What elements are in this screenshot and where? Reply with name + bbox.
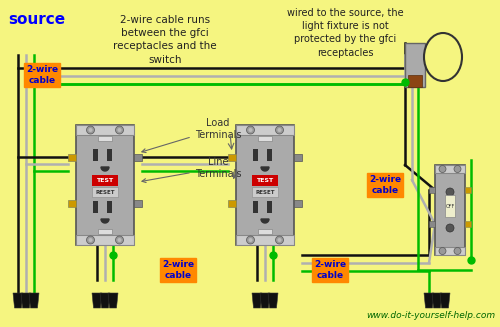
Bar: [92, 175, 118, 186]
Circle shape: [118, 128, 122, 132]
Circle shape: [276, 236, 283, 244]
Bar: [76, 125, 134, 245]
Bar: [98, 136, 112, 141]
Polygon shape: [268, 293, 278, 308]
Bar: [106, 149, 112, 161]
Bar: [258, 136, 272, 141]
Polygon shape: [252, 293, 262, 308]
Bar: [258, 229, 272, 234]
Bar: [429, 221, 435, 227]
Text: 2-wire
cable: 2-wire cable: [162, 260, 194, 280]
Text: 2-wire
cable: 2-wire cable: [26, 65, 58, 85]
Text: Load
Terminals: Load Terminals: [142, 118, 241, 153]
Text: 2-wire
cable: 2-wire cable: [314, 260, 346, 280]
Bar: [445, 195, 455, 217]
Circle shape: [439, 165, 446, 173]
Polygon shape: [21, 293, 31, 308]
Circle shape: [86, 126, 94, 134]
Circle shape: [116, 236, 124, 244]
Polygon shape: [29, 293, 39, 308]
Bar: [236, 125, 294, 245]
Bar: [252, 149, 258, 161]
Bar: [92, 187, 118, 197]
Text: RESET: RESET: [95, 190, 115, 195]
Bar: [435, 165, 465, 255]
Polygon shape: [100, 293, 110, 308]
Bar: [405, 43, 425, 87]
Circle shape: [246, 236, 254, 244]
Bar: [236, 125, 294, 135]
Circle shape: [278, 238, 281, 242]
Circle shape: [446, 188, 454, 196]
Bar: [106, 201, 112, 213]
Bar: [76, 125, 134, 135]
Circle shape: [116, 126, 124, 134]
Bar: [68, 153, 76, 161]
Bar: [236, 235, 294, 245]
Circle shape: [454, 165, 461, 173]
Text: source: source: [8, 12, 65, 27]
Polygon shape: [261, 167, 269, 171]
Bar: [429, 187, 435, 193]
Bar: [266, 149, 272, 161]
Circle shape: [278, 128, 281, 132]
Bar: [228, 199, 236, 206]
Bar: [465, 221, 471, 227]
Text: OFF: OFF: [446, 203, 454, 209]
Polygon shape: [92, 293, 102, 308]
Bar: [68, 199, 76, 206]
Polygon shape: [440, 293, 450, 308]
Circle shape: [439, 248, 446, 254]
Bar: [465, 187, 471, 193]
Bar: [98, 229, 112, 234]
Circle shape: [246, 126, 254, 134]
Bar: [408, 75, 422, 87]
Text: 2-wire
cable: 2-wire cable: [369, 175, 401, 195]
Bar: [252, 201, 258, 213]
Text: TEST: TEST: [256, 178, 274, 183]
Polygon shape: [260, 293, 270, 308]
Bar: [134, 153, 142, 161]
Text: Line
Terminals: Line Terminals: [142, 157, 241, 182]
Circle shape: [86, 236, 94, 244]
Text: www.do-it-yourself-help.com: www.do-it-yourself-help.com: [366, 311, 495, 320]
Polygon shape: [101, 167, 109, 171]
Bar: [76, 235, 134, 245]
Circle shape: [446, 224, 454, 232]
Polygon shape: [108, 293, 118, 308]
Text: TEST: TEST: [96, 178, 114, 183]
Bar: [435, 247, 465, 255]
Circle shape: [118, 238, 122, 242]
Text: RESET: RESET: [256, 190, 275, 195]
Bar: [294, 153, 302, 161]
Text: 2-wire cable runs
between the gfci
receptacles and the
switch: 2-wire cable runs between the gfci recep…: [113, 15, 217, 65]
Bar: [92, 149, 98, 161]
Circle shape: [454, 248, 461, 254]
Bar: [134, 199, 142, 206]
Bar: [294, 199, 302, 206]
Bar: [435, 165, 465, 173]
Polygon shape: [101, 219, 109, 223]
Bar: [92, 201, 98, 213]
Bar: [266, 201, 272, 213]
Bar: [252, 175, 278, 186]
Polygon shape: [424, 293, 434, 308]
Bar: [228, 153, 236, 161]
Circle shape: [276, 126, 283, 134]
Circle shape: [248, 238, 252, 242]
Circle shape: [248, 128, 252, 132]
Polygon shape: [432, 293, 442, 308]
Polygon shape: [13, 293, 23, 308]
Bar: [252, 187, 278, 197]
Ellipse shape: [424, 33, 462, 81]
Text: wired to the source, the
light fixture is not
protected by the gfci
receptacles: wired to the source, the light fixture i…: [286, 8, 404, 58]
Circle shape: [88, 128, 92, 132]
Circle shape: [88, 238, 92, 242]
Polygon shape: [261, 219, 269, 223]
